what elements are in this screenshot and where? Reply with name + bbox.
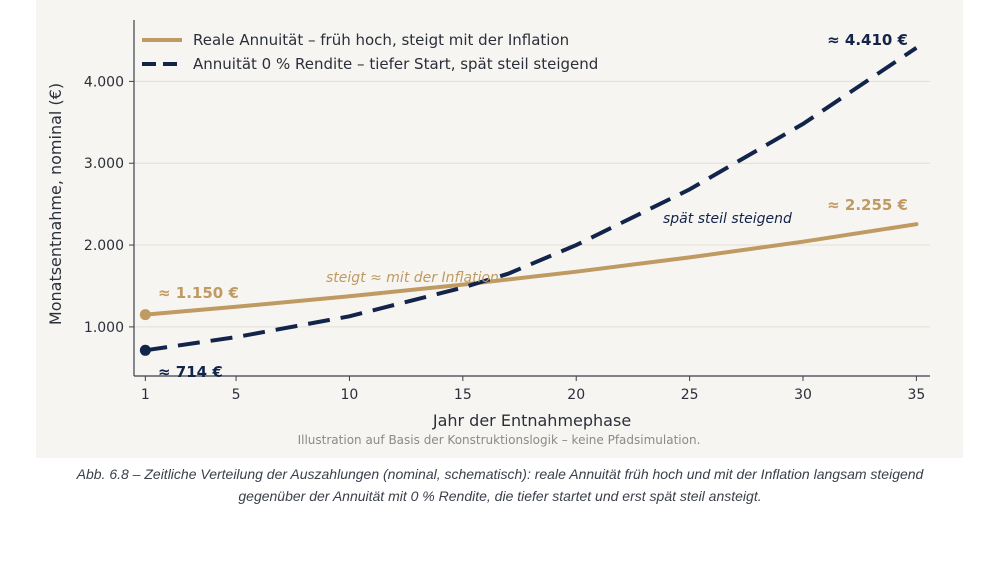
legend-label-real: Reale Annuität – früh hoch, steigt mit d… <box>193 31 569 49</box>
x-axis-title: Jahr der Entnahmephase <box>432 411 631 430</box>
chart-footnote: Illustration auf Basis der Konstruktions… <box>298 433 701 447</box>
x-tick-label: 20 <box>567 387 585 403</box>
y-axis-title: Monatsentnahme, nominal (€) <box>46 83 65 325</box>
annotation-steep-note: spät steil steigend <box>663 211 792 227</box>
x-tick-label: 35 <box>907 387 925 403</box>
x-tick-label: 1 <box>141 387 150 403</box>
chart-panel <box>36 0 963 458</box>
start-point-zero <box>139 344 151 356</box>
series-line-zero-return-annuity <box>145 46 918 353</box>
x-tick-label: 30 <box>794 387 812 403</box>
series-line-real-annuity <box>143 222 919 317</box>
x-tick-label: 25 <box>681 387 699 403</box>
x-tick-label: 15 <box>454 387 472 403</box>
annotation-end-real: ≈ 2.255 € <box>827 196 908 214</box>
annotation-inflation-note: steigt ≈ mit der Inflation <box>326 270 499 286</box>
y-tick-label: 3.000 <box>84 156 124 172</box>
legend-label-zero: Annuität 0 % Rendite – tiefer Start, spä… <box>193 55 598 73</box>
annotation-start-zero: ≈ 714 € <box>158 363 223 381</box>
y-tick-label: 4.000 <box>84 74 124 90</box>
x-tick-label: 10 <box>341 387 359 403</box>
y-tick-label: 2.000 <box>84 238 124 254</box>
annotation-start-real: ≈ 1.150 € <box>158 284 239 302</box>
figure-caption-line-2: gegenüber der Annuität mit 0 % Rendite, … <box>238 488 762 504</box>
annotation-end-zero: ≈ 4.410 € <box>827 31 908 49</box>
y-tick-label: 1.000 <box>84 320 124 336</box>
x-tick-label: 5 <box>232 387 241 403</box>
figure-caption-line-1: Abb. 6.8 – Zeitliche Verteilung der Ausz… <box>76 466 924 482</box>
start-point-real <box>139 309 151 321</box>
